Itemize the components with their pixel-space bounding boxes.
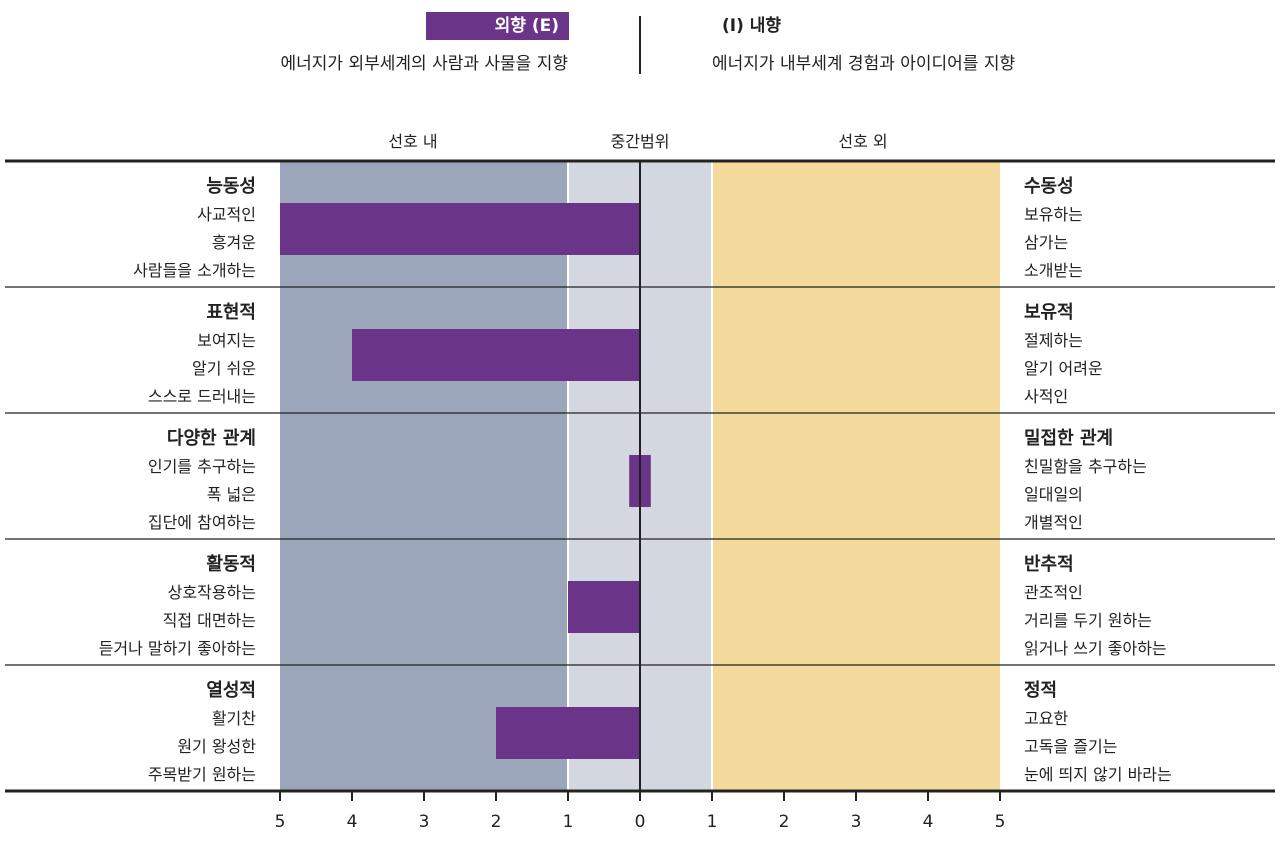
x-tick-label: 3 [419,812,430,832]
facet-left-item: 보여지는 [197,331,256,350]
facet-left-item: 폭 넓은 [207,485,256,504]
facet-left-item: 상호작용하는 [168,583,256,602]
facet-right-item: 친밀함을 추구하는 [1024,457,1147,476]
band-preferred-out [712,161,1000,791]
extravert-legend-swatch: 외향 (E) [426,12,569,40]
facet-left-item: 스스로 드러내는 [148,387,256,406]
facet-right-item: 관조적인 [1024,583,1083,602]
facet-left-item: 듣거나 말하기 좋아하는 [99,639,256,658]
x-tick-label: 5 [995,812,1006,832]
facet-right-item: 일대일의 [1024,485,1083,504]
facet-right-item: 거리를 두기 원하는 [1024,611,1152,630]
facet-right-title: 수동성 [1024,176,1074,197]
band-label-midzone: 중간범위 [610,132,670,151]
facet-left-item: 흥겨운 [212,233,256,252]
facet-right-item: 절제하는 [1024,331,1083,350]
x-tick-label: 2 [491,812,502,832]
bar-5 [496,707,640,759]
x-tick-label: 3 [851,812,862,832]
facet-left-item: 집단에 참여하는 [148,513,256,532]
facet-left-title: 능동성 [206,176,256,197]
x-tick-label: 4 [347,812,358,832]
band-label-preferred-out: 선호 외 [838,132,888,151]
facet-right-item: 보유하는 [1024,205,1083,224]
facet-right-title: 정적 [1024,680,1057,701]
facet-right-item: 삼가는 [1024,233,1068,252]
facet-right-title: 보유적 [1024,302,1074,323]
facet-right-item: 개별적인 [1024,513,1083,532]
x-tick-label: 4 [923,812,934,832]
facet-left-item: 사람들을 소개하는 [133,261,256,280]
legend-divider [639,16,641,74]
facet-left-item: 알기 쉬운 [192,359,256,378]
extravert-description: 에너지가 외부세계의 사람과 사물을 지향 [280,54,569,74]
introvert-legend-label: (I) 내향 [722,16,782,36]
extravert-legend-label: 외향 (E) [494,16,559,36]
band-label-preferred-in: 선호 내 [388,132,438,151]
band-preferred-in [280,161,568,791]
facet-left-item: 직접 대면하는 [163,611,256,630]
facet-right-item: 소개받는 [1024,261,1083,280]
x-tick-label: 5 [275,812,286,832]
facet-left-item: 주목받기 원하는 [148,765,256,784]
facet-right-item: 읽거나 쓰기 좋아하는 [1024,639,1167,658]
facet-right-item: 고요한 [1024,709,1068,728]
bar-2 [352,329,640,381]
facet-right-title: 밀접한 관계 [1024,428,1113,449]
bar-1 [280,203,640,255]
facet-right-title: 반추적 [1024,554,1074,575]
facet-right-item: 고독을 즐기는 [1024,737,1117,756]
x-tick-label: 0 [635,812,646,832]
introvert-description: 에너지가 내부세계 경험과 아이디어를 지향 [712,54,1016,74]
facet-left-item: 사교적인 [197,205,256,224]
x-tick-label: 2 [779,812,790,832]
facet-left-item: 원기 왕성한 [177,737,256,756]
facet-left-item: 인기를 추구하는 [148,457,256,476]
bar-4 [568,581,640,633]
x-tick-label: 1 [707,812,718,832]
facet-left-title: 다양한 관계 [167,428,256,449]
facet-left-title: 표현적 [206,302,256,323]
facet-right-item: 눈에 띄지 않기 바라는 [1024,765,1172,784]
facet-left-title: 활동적 [206,554,256,575]
facet-left-item: 활기찬 [212,709,256,728]
facet-left-title: 열성적 [206,680,256,701]
facet-right-item: 알기 어려운 [1024,359,1103,378]
facet-right-item: 사적인 [1024,387,1068,406]
x-tick-label: 1 [563,812,574,832]
